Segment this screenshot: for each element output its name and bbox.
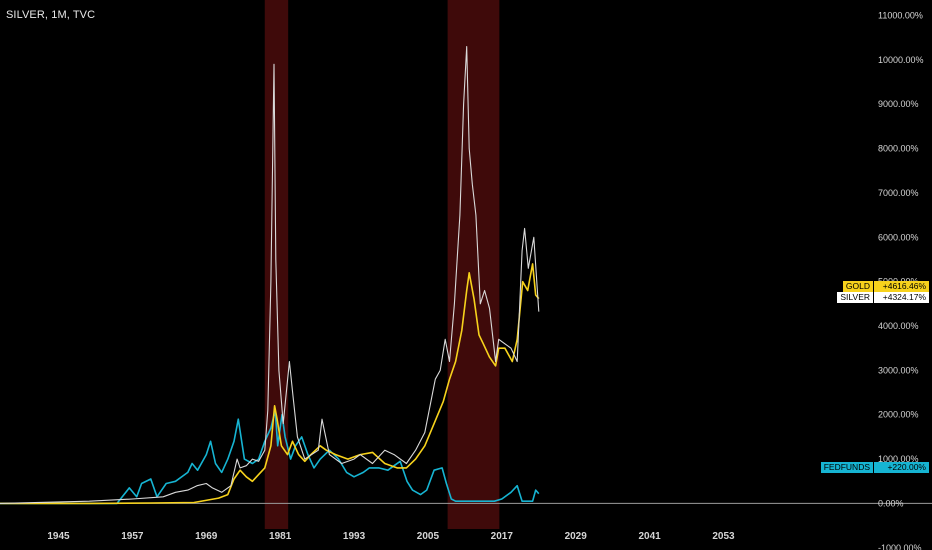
x-tick-label: 1993 — [343, 531, 366, 542]
y-tick-label: 2000.00% — [878, 410, 919, 420]
legend-value-gold: +4616.46% — [874, 281, 929, 292]
legend-tag-gold: GOLD — [842, 281, 873, 292]
x-tick-label: 1957 — [121, 531, 144, 542]
highlight-band-2 — [447, 0, 500, 529]
series-line-gold — [0, 263, 540, 505]
y-tick-label: 1000.00% — [878, 454, 919, 464]
y-tick-label: 8000.00% — [878, 144, 919, 154]
series-line-fedfunds — [0, 409, 540, 505]
x-tick-label: 2041 — [638, 531, 661, 542]
y-tick-label: 6000.00% — [878, 232, 919, 242]
y-tick-label: -1000.00% — [878, 543, 922, 550]
x-tick-label: 2029 — [565, 531, 588, 542]
x-tick-label: 1945 — [47, 531, 70, 542]
y-tick-label: 10000.00% — [878, 55, 924, 65]
legend-value-silver: +4324.17% — [874, 292, 929, 303]
x-tick-label: 2005 — [417, 531, 440, 542]
series-line-silver — [0, 46, 540, 504]
y-tick-label: 3000.00% — [878, 365, 919, 375]
legend-tag-silver: SILVER — [837, 292, 873, 303]
x-axis: 1945 1957 1969 1981 1993 2005 2017 2029 2041 2053 — [47, 531, 735, 542]
y-tick-label: 0.00% — [878, 498, 904, 508]
x-tick-label: 1969 — [195, 531, 218, 542]
legend-tag-fedfunds: FEDFUNDS — [820, 462, 873, 473]
legend-value-fedfunds: +220.00% — [874, 462, 929, 473]
y-tick-label: 11000.00% — [878, 11, 923, 21]
y-tick-label: 7000.00% — [878, 188, 919, 198]
x-tick-label: 2053 — [712, 531, 735, 542]
series-lines — [0, 46, 540, 505]
x-tick-label: 2017 — [491, 531, 514, 542]
chart-title: SILVER, 1M, TVC — [6, 9, 96, 21]
y-tick-label: 4000.00% — [878, 321, 919, 331]
x-tick-label: 1981 — [269, 531, 292, 542]
y-tick-label: 9000.00% — [878, 99, 919, 109]
